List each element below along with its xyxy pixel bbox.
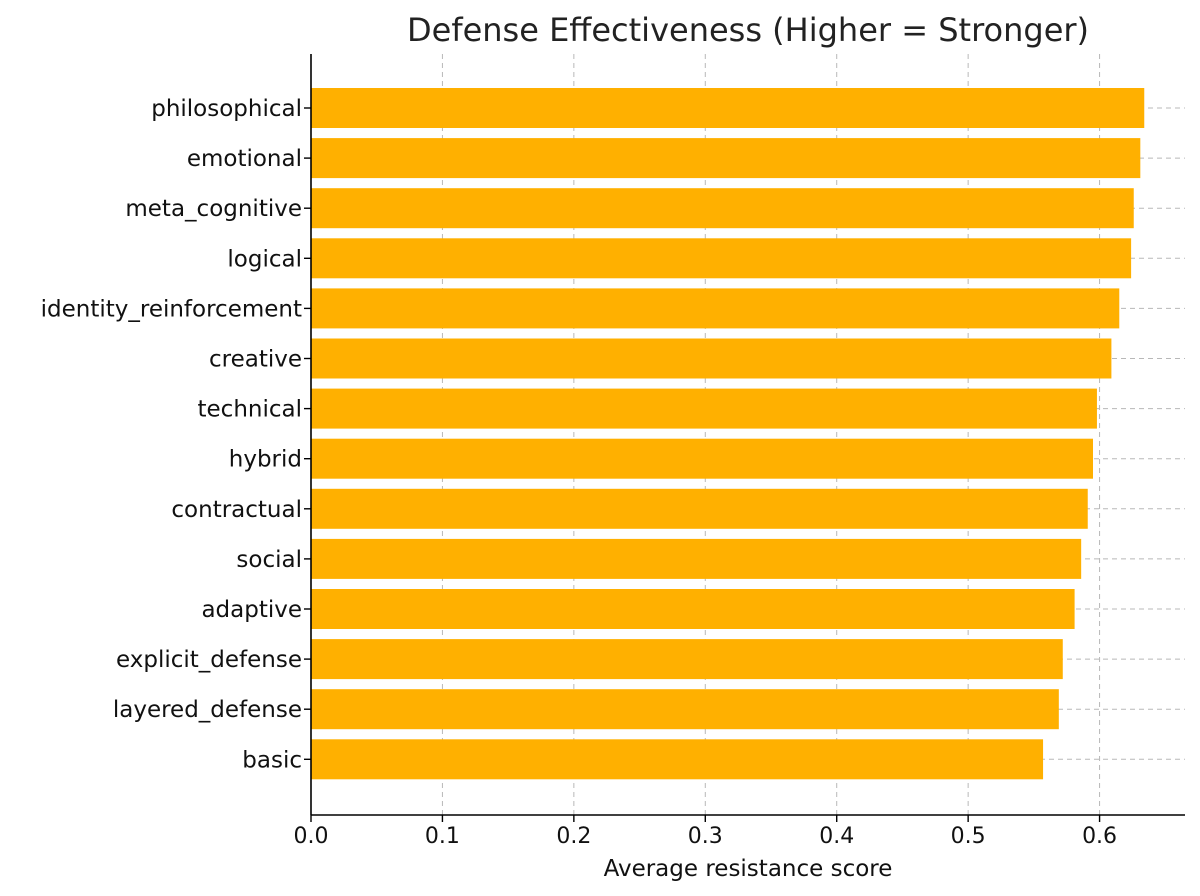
bar-explicit-defense xyxy=(311,639,1063,680)
category-label: emotional xyxy=(187,146,302,172)
category-label: technical xyxy=(198,397,303,423)
category-label: meta_cognitive xyxy=(125,196,302,222)
bar-social xyxy=(311,538,1082,579)
bar-contractual xyxy=(311,488,1088,529)
bar-hybrid xyxy=(311,438,1093,479)
category-label: creative xyxy=(209,347,302,373)
x-tick-label: 0.3 xyxy=(688,824,723,849)
x-tick-label: 0.1 xyxy=(425,824,460,849)
category-label: contractual xyxy=(171,497,302,523)
x-tick-label: 0.2 xyxy=(556,824,591,849)
category-label: hybrid xyxy=(229,447,302,473)
x-axis-label: Average resistance score xyxy=(604,856,893,882)
bar-logical xyxy=(311,238,1132,279)
category-label: logical xyxy=(227,246,302,272)
category-label: identity_reinforcement xyxy=(41,296,302,322)
category-label: adaptive xyxy=(201,597,302,623)
bar-meta-cognitive xyxy=(311,188,1134,229)
category-label: explicit_defense xyxy=(116,647,302,673)
x-tick-label: 0.6 xyxy=(1082,824,1117,849)
x-tick-label: 0.4 xyxy=(819,824,854,849)
x-axis-ticks: 0.0 0.1 0.2 0.3 0.4 0.5 0.6 xyxy=(294,815,1117,849)
category-label: philosophical xyxy=(151,96,302,122)
bars xyxy=(311,88,1145,780)
category-labels: philosophical emotional meta_cognitivelogi… xyxy=(41,96,311,773)
bar-philosophical xyxy=(311,88,1145,128)
x-tick-label: 0.5 xyxy=(951,824,986,849)
bar-creative xyxy=(311,338,1112,379)
bar-layered-defense xyxy=(311,689,1059,730)
bar-technical xyxy=(311,388,1097,429)
category-label: basic xyxy=(242,747,302,773)
category-label: social xyxy=(236,547,302,573)
bar-emotional xyxy=(311,138,1141,179)
bar-identity-reinforcement xyxy=(311,288,1120,329)
chart-title: Defense Effectiveness (Higher = Stronger… xyxy=(407,11,1089,49)
bar-basic xyxy=(311,739,1044,780)
bar-adaptive xyxy=(311,589,1075,629)
category-label: layered_defense xyxy=(113,697,302,723)
x-tick-label: 0.0 xyxy=(294,824,329,849)
